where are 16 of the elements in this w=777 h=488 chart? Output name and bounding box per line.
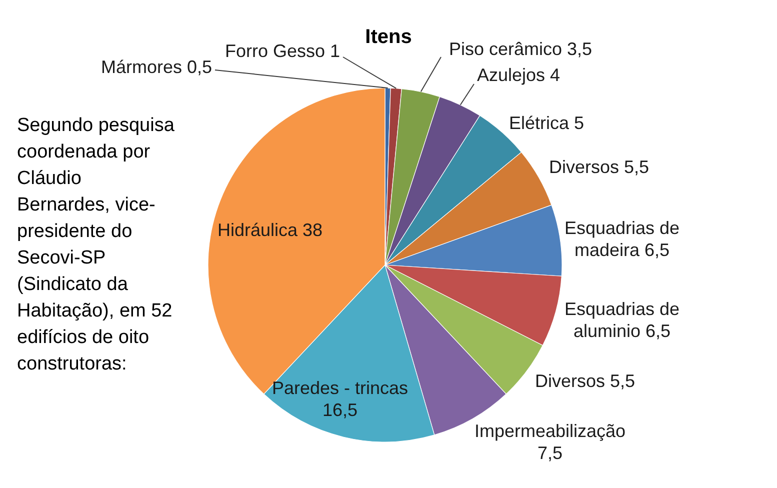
slice-label: Forro Gesso 1 <box>224 41 340 61</box>
data-label: 16,5 <box>322 400 358 420</box>
slice-label: Diversos 5,5 <box>549 157 650 177</box>
slice-label: Paredes - trincas <box>272 378 408 398</box>
slice-label: Piso cerâmico 3,5 <box>449 39 592 59</box>
slice-label: Impermeabilização <box>474 421 626 441</box>
slice-label: Diversos 5,5 <box>535 371 636 391</box>
data-label: 7,5 <box>537 443 563 463</box>
slice-label: Esquadrias de aluminio 6,5 <box>564 299 680 341</box>
slice-label: Elétrica 5 <box>509 113 584 133</box>
slice-label: Azulejos 4 <box>477 65 560 85</box>
slice-label: Mármores 0,5 <box>100 57 212 77</box>
slice-label: Hidráulica 38 <box>217 220 323 240</box>
slice-label: Esquadrias de madeira 6,5 <box>564 218 680 260</box>
chart-title: Itens <box>365 26 412 48</box>
text: Segundo pesquisa coordenada por Cláudio Bernardes, vice-presidente do Secovi-SP (Sindicato da Habitação), em 52 edifícios de oito construtoras: <box>17 115 174 374</box>
